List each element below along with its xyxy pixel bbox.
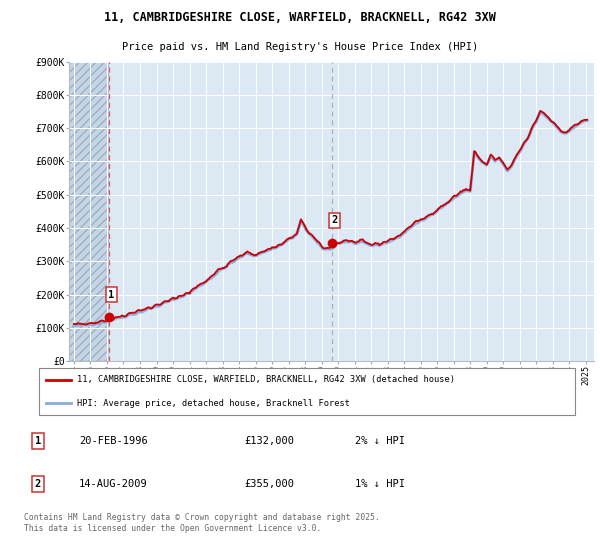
Text: 1% ↓ HPI: 1% ↓ HPI: [355, 479, 405, 489]
Text: HPI: Average price, detached house, Bracknell Forest: HPI: Average price, detached house, Brac…: [77, 399, 350, 408]
Text: Contains HM Land Registry data © Crown copyright and database right 2025.
This d: Contains HM Land Registry data © Crown c…: [24, 514, 380, 533]
Text: £355,000: £355,000: [245, 479, 295, 489]
Text: 2: 2: [35, 479, 41, 489]
Text: 1: 1: [35, 436, 41, 446]
Text: 1: 1: [109, 290, 115, 300]
Text: 2% ↓ HPI: 2% ↓ HPI: [355, 436, 405, 446]
Text: 14-AUG-2009: 14-AUG-2009: [79, 479, 148, 489]
Text: 11, CAMBRIDGESHIRE CLOSE, WARFIELD, BRACKNELL, RG42 3XW (detached house): 11, CAMBRIDGESHIRE CLOSE, WARFIELD, BRAC…: [77, 375, 455, 384]
Text: Price paid vs. HM Land Registry's House Price Index (HPI): Price paid vs. HM Land Registry's House …: [122, 42, 478, 52]
FancyBboxPatch shape: [39, 368, 575, 415]
Text: 11, CAMBRIDGESHIRE CLOSE, WARFIELD, BRACKNELL, RG42 3XW: 11, CAMBRIDGESHIRE CLOSE, WARFIELD, BRAC…: [104, 11, 496, 24]
Text: £132,000: £132,000: [245, 436, 295, 446]
Bar: [69, 62, 109, 361]
Text: 2: 2: [331, 216, 337, 225]
Text: 20-FEB-1996: 20-FEB-1996: [79, 436, 148, 446]
